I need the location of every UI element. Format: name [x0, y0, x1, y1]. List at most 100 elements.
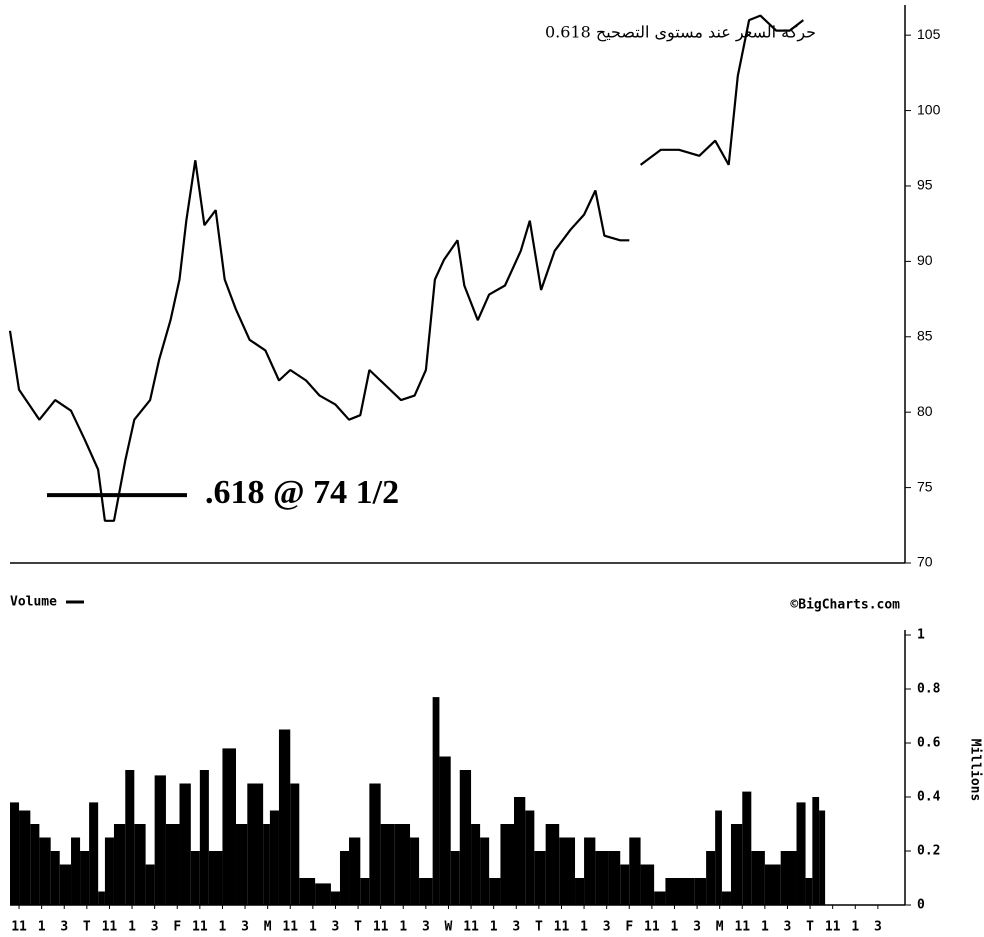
volume-bar: [459, 770, 472, 905]
volume-bar: [263, 824, 270, 905]
volume-bar: [812, 797, 820, 905]
volume-bar: [545, 824, 560, 905]
volume-bar: [665, 878, 679, 905]
volume-bar: [165, 824, 180, 905]
volume-bar: [654, 891, 666, 905]
volume-bar: [432, 697, 440, 905]
x-tick-label: M: [264, 920, 272, 935]
volume-bar: [805, 878, 813, 905]
x-tick-label: 1: [219, 920, 227, 935]
volume-bar: [394, 824, 411, 905]
x-tick-label: 1: [851, 920, 859, 935]
x-tick-label: T: [806, 920, 814, 935]
x-tick-label: 11: [192, 920, 208, 935]
volume-bar: [39, 837, 51, 905]
x-tick-label: 11: [282, 920, 298, 935]
x-tick-label: T: [354, 920, 362, 935]
volume-bar: [10, 802, 20, 905]
volume-bar: [222, 748, 237, 905]
y-tick-label: 0.4: [917, 790, 941, 805]
volume-bar: [629, 837, 641, 905]
x-tick-label: T: [535, 920, 543, 935]
y-tick-label: 105: [917, 26, 941, 42]
volume-bar: [439, 756, 451, 905]
volume-bar: [514, 797, 526, 905]
volume-bar: [236, 824, 248, 905]
x-tick-label: 3: [784, 920, 792, 935]
volume-bar: [500, 824, 515, 905]
volume-bar: [796, 802, 806, 905]
x-tick-label: 3: [241, 920, 249, 935]
y-tick-label: 95: [917, 177, 933, 193]
chart-title: حركة السعر عند مستوى التصحيح 0.618: [545, 23, 816, 42]
y-tick-label: 0: [917, 898, 925, 913]
x-tick-label: 3: [512, 920, 520, 935]
volume-bar: [764, 864, 781, 905]
y-tick-label: 75: [917, 478, 933, 494]
y-tick-label: 1: [917, 628, 925, 643]
x-tick-label: 11: [463, 920, 479, 935]
legend-label: Volume: [10, 595, 57, 610]
x-tick-label: 1: [490, 920, 498, 935]
volume-bar: [575, 878, 585, 905]
volume-bar: [480, 837, 490, 905]
volume-bar: [30, 824, 40, 905]
volume-bar: [315, 883, 331, 905]
x-tick-label: 3: [603, 920, 611, 935]
volume-bar: [113, 824, 126, 905]
volume-bar: [419, 878, 433, 905]
volume-bar: [154, 775, 166, 905]
volume-bar: [330, 891, 340, 905]
volume-bar: [19, 810, 31, 905]
x-tick-label: T: [83, 920, 91, 935]
x-tick-label: F: [625, 920, 633, 935]
volume-bar: [751, 851, 765, 905]
volume-bar: [559, 837, 576, 905]
x-tick-label: 3: [151, 920, 159, 935]
x-tick-label: 3: [332, 920, 340, 935]
y-tick-label: 0.8: [917, 682, 941, 697]
volume-bar: [380, 824, 395, 905]
volume-bar: [450, 851, 460, 905]
volume-bar: [369, 783, 381, 905]
volume-bar: [59, 864, 72, 905]
y-tick-label: 0.6: [917, 736, 941, 751]
x-tick-label: 11: [644, 920, 660, 935]
price-line: [8, 14, 804, 522]
x-tick-label: 11: [373, 920, 389, 935]
x-tick-label: 1: [580, 920, 588, 935]
x-tick-label: 11: [554, 920, 570, 935]
volume-bar: [145, 864, 155, 905]
y-tick-label: 70: [917, 554, 933, 570]
x-tick-label: 3: [60, 920, 68, 935]
volume-bar: [80, 851, 90, 905]
y-tick-label: 0.2: [917, 844, 940, 859]
x-tick-label: 1: [38, 920, 46, 935]
x-tick-label: 1: [309, 920, 317, 935]
volume-bar: [715, 810, 722, 905]
x-tick-label: 11: [734, 920, 750, 935]
volume-bar: [678, 878, 695, 905]
volume-bar: [208, 851, 223, 905]
volume-bar: [706, 851, 716, 905]
x-tick-label: 11: [825, 920, 841, 935]
volume-bar: [179, 783, 191, 905]
volume-bar: [278, 729, 291, 905]
volume-bar: [620, 864, 630, 905]
volume-bar: [595, 851, 609, 905]
volume-bar: [640, 864, 655, 905]
volume-bar: [269, 810, 279, 905]
volume-bar: [780, 851, 797, 905]
volume-bar: [247, 783, 264, 905]
volume-bar: [125, 770, 135, 905]
volume-bar: [721, 891, 731, 905]
x-tick-label: 3: [422, 920, 430, 935]
x-tick-label: 1: [399, 920, 407, 935]
volume-bar: [104, 837, 114, 905]
y-tick-label: 85: [917, 327, 933, 343]
y-tick-label: 80: [917, 403, 933, 419]
volume-bar: [71, 837, 81, 905]
volume-bar: [534, 851, 546, 905]
x-tick-label: 11: [11, 920, 27, 935]
